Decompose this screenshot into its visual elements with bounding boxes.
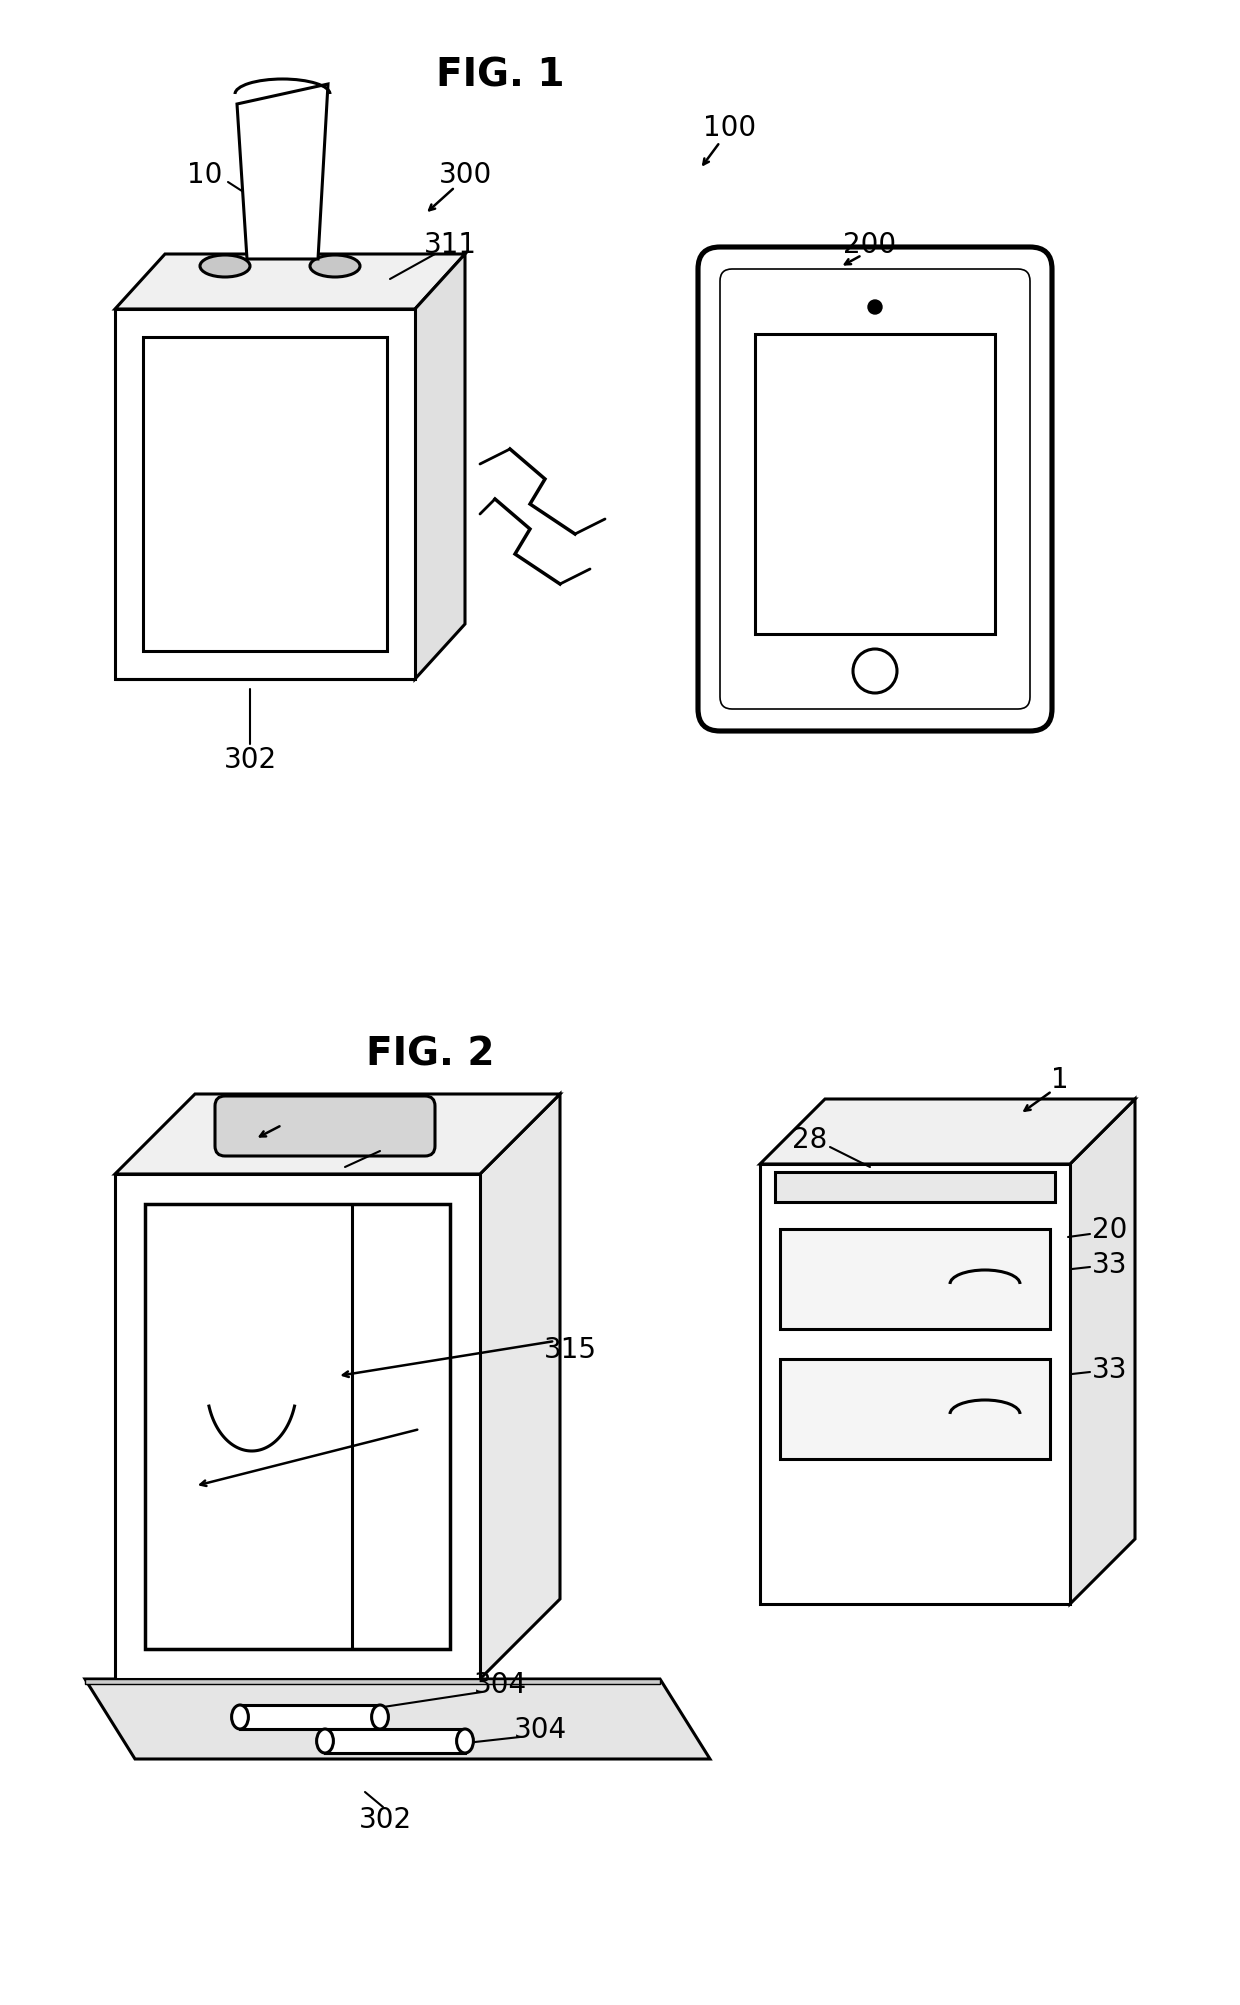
Bar (143, 337, 387, 652)
Ellipse shape (232, 1704, 248, 1728)
Bar (760, 1165, 1070, 1604)
Bar (115, 311, 415, 680)
Text: FIG. 2: FIG. 2 (366, 1035, 495, 1073)
Text: 28: 28 (792, 1125, 827, 1153)
Text: 33: 33 (1092, 1355, 1127, 1383)
Bar (780, 1359, 1050, 1460)
Text: 311: 311 (424, 231, 476, 259)
Polygon shape (415, 255, 465, 680)
Text: 311: 311 (363, 1125, 417, 1153)
Ellipse shape (372, 1704, 388, 1728)
Ellipse shape (200, 257, 250, 279)
Text: 315: 315 (543, 1335, 596, 1363)
Text: 304: 304 (513, 1714, 567, 1742)
Ellipse shape (310, 257, 360, 279)
Polygon shape (86, 1678, 711, 1758)
Bar (241, 1704, 379, 1728)
Text: 200: 200 (843, 231, 897, 259)
Text: 20: 20 (1092, 1215, 1127, 1243)
Text: FIG. 1: FIG. 1 (435, 56, 564, 94)
Polygon shape (1070, 1099, 1135, 1604)
Polygon shape (760, 1099, 1135, 1165)
Ellipse shape (316, 1728, 334, 1752)
Text: 300: 300 (439, 160, 491, 188)
Polygon shape (237, 84, 329, 261)
Text: 10: 10 (187, 160, 223, 188)
Polygon shape (86, 1678, 660, 1684)
FancyBboxPatch shape (215, 1097, 435, 1157)
Polygon shape (480, 1095, 560, 1678)
Ellipse shape (456, 1728, 474, 1752)
Text: 302: 302 (358, 1804, 412, 1833)
Text: 300: 300 (263, 1101, 316, 1129)
Text: 33: 33 (1092, 1251, 1127, 1279)
Text: 304: 304 (474, 1670, 527, 1698)
FancyBboxPatch shape (698, 249, 1052, 732)
Bar (325, 1728, 465, 1752)
Bar (775, 1173, 1055, 1203)
Bar (780, 1229, 1050, 1329)
Polygon shape (115, 255, 465, 311)
Text: 100: 100 (703, 114, 756, 142)
Polygon shape (115, 1095, 560, 1175)
Bar (115, 1175, 480, 1678)
Bar (755, 335, 994, 636)
Bar (145, 1205, 450, 1650)
Text: 1: 1 (1052, 1065, 1069, 1093)
Circle shape (868, 301, 882, 315)
Text: 302: 302 (223, 746, 277, 774)
FancyBboxPatch shape (720, 271, 1030, 710)
